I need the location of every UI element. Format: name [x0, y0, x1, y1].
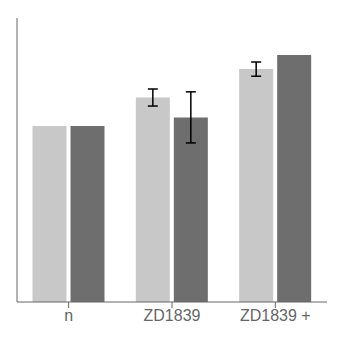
svg-text:n: n [64, 307, 73, 324]
svg-text:ZD1839: ZD1839 [144, 307, 201, 324]
svg-text:ZD1839 +: ZD1839 + [240, 307, 311, 324]
